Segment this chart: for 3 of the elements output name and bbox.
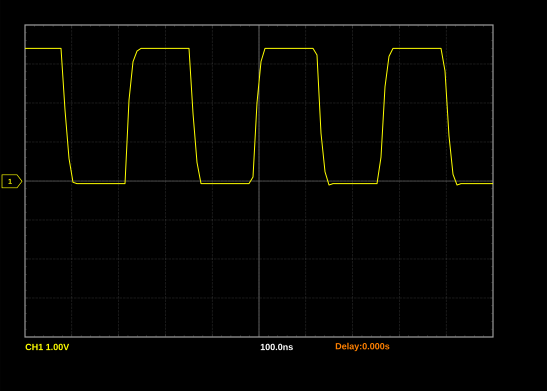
text: CH1 1.00V [26, 344, 70, 350]
text: Delay:0.000s [336, 342, 390, 352]
text: 100.0ns [260, 344, 293, 350]
